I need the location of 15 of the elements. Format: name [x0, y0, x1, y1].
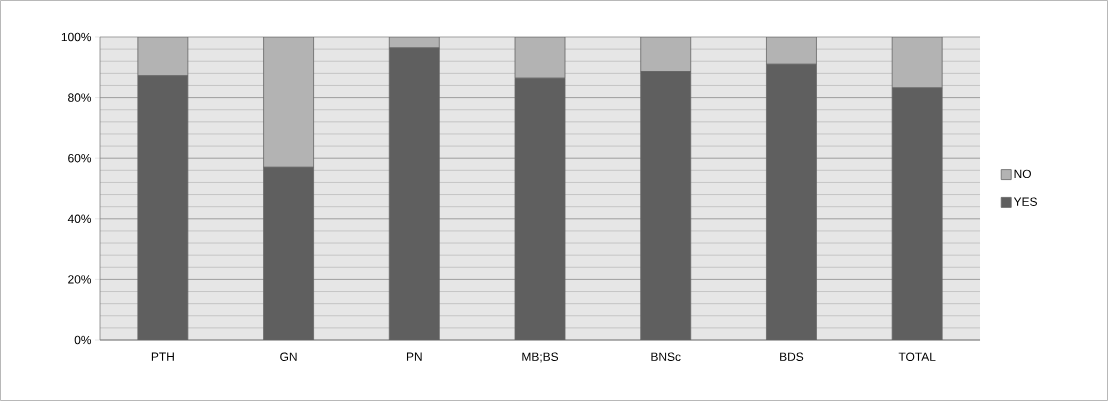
x-tick-label: MB;BS: [522, 352, 559, 363]
legend-label: YES: [1013, 197, 1037, 206]
x-tick-label: PN: [406, 352, 422, 361]
x-tick-label: TOTAL: [898, 352, 936, 361]
y-tick-label: 20%: [68, 275, 92, 284]
y-tick-label: 60%: [68, 153, 92, 163]
x-tick-label: GN: [280, 352, 297, 361]
y-tick-label: 80%: [68, 93, 92, 102]
x-tick-label: PTH: [151, 352, 174, 361]
x-tick-label: BDS: [780, 352, 804, 361]
y-tick-label: 0%: [74, 335, 92, 345]
x-tick-label: BNSc: [651, 352, 681, 361]
legend-label: NO: [1014, 169, 1031, 179]
y-tick-label: 40%: [67, 214, 92, 224]
y-tick-label: 100%: [61, 32, 92, 42]
